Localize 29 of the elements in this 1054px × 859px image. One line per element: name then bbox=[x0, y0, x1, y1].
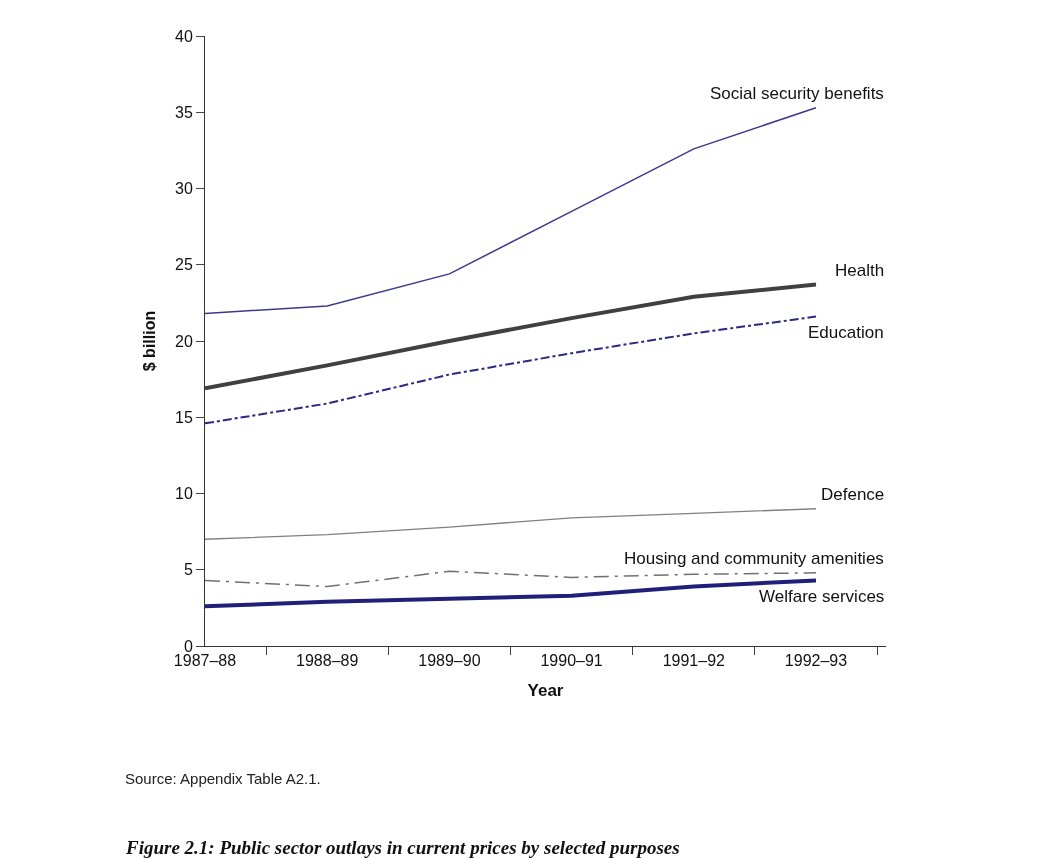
series-label: Housing and community amenities bbox=[624, 549, 884, 568]
y-tick-label: 30 bbox=[175, 180, 193, 198]
y-tick-label: 20 bbox=[175, 332, 193, 350]
x-tick-label: 1987–88 bbox=[173, 652, 237, 670]
line-series bbox=[205, 106, 817, 315]
series-label: Defence bbox=[821, 485, 885, 504]
y-tick-label: 15 bbox=[175, 408, 193, 426]
x-tick-label: 1991–92 bbox=[662, 652, 726, 670]
y-axis-title: $ billion bbox=[140, 310, 158, 372]
y-tick-label: 5 bbox=[183, 561, 193, 579]
y-tick-label: 35 bbox=[175, 103, 193, 121]
x-tick-label: 1988–89 bbox=[296, 652, 359, 670]
x-axis-title: Year bbox=[527, 680, 564, 700]
line-series bbox=[205, 508, 817, 540]
line-series bbox=[205, 570, 817, 588]
x-tick-label: 1992–93 bbox=[784, 652, 848, 670]
x-tick-label: 1989–90 bbox=[418, 652, 481, 670]
series-label: Health bbox=[835, 261, 885, 280]
text: Figure 2.1: Public sector outlays in current prices by selected purposes bbox=[125, 837, 680, 858]
line-series bbox=[205, 578, 818, 609]
y-tick-label: 0 bbox=[183, 637, 193, 655]
source-note: Source: Appendix Table A2.1. bbox=[125, 770, 321, 787]
series-label: Education bbox=[808, 323, 884, 342]
y-tick-label: 10 bbox=[175, 485, 193, 503]
y-tick-label: 40 bbox=[175, 27, 193, 45]
y-tick-label: 25 bbox=[175, 256, 193, 274]
series-label: Social security benefits bbox=[710, 84, 884, 103]
x-tick-label: 1990–91 bbox=[540, 652, 603, 670]
series-label: Welfare services bbox=[759, 587, 885, 606]
